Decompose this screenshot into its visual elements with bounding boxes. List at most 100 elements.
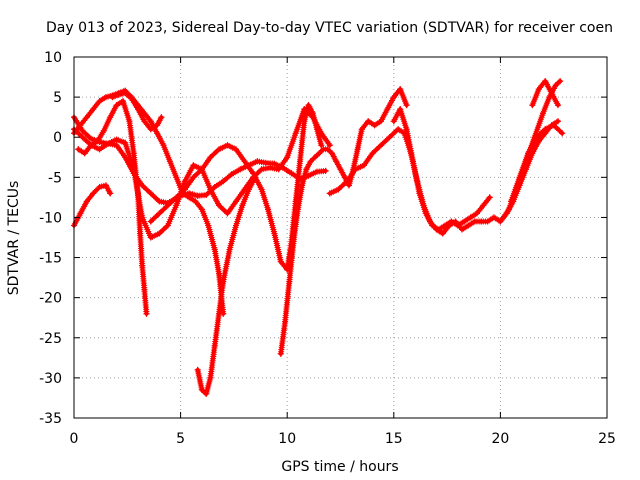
data-point — [326, 142, 333, 149]
data-point — [103, 94, 109, 101]
data-point — [198, 206, 205, 213]
data-point — [369, 150, 376, 157]
data-point — [294, 206, 301, 213]
data-point — [422, 210, 429, 217]
data-point — [158, 114, 165, 121]
data-point — [181, 178, 188, 185]
series-sat-c — [75, 98, 150, 317]
data-point — [473, 210, 480, 217]
data-point — [262, 159, 269, 166]
data-point — [233, 146, 239, 153]
data-point — [113, 142, 120, 149]
data-point — [329, 150, 335, 157]
data-point — [480, 202, 487, 209]
data-point — [305, 102, 312, 109]
data-point — [103, 182, 109, 189]
data-point — [378, 142, 384, 149]
data-point — [190, 174, 197, 181]
data-point — [326, 190, 333, 197]
data-point — [154, 130, 161, 137]
data-point — [371, 122, 378, 129]
data-point — [194, 366, 201, 373]
data-point — [491, 214, 497, 221]
data-point — [216, 270, 222, 277]
data-point — [555, 102, 561, 109]
data-point — [126, 118, 133, 125]
data-point — [358, 126, 365, 133]
data-point — [166, 158, 173, 165]
data-point — [83, 198, 90, 205]
data-point — [288, 170, 295, 177]
data-point — [410, 158, 416, 165]
data-point — [384, 106, 391, 113]
data-point — [286, 278, 293, 285]
data-point — [397, 106, 404, 113]
data-point — [83, 114, 90, 121]
data-point — [267, 164, 274, 171]
x-tick-label: 0 — [70, 431, 79, 447]
data-point — [471, 218, 478, 225]
y-tick-label: -25 — [39, 331, 62, 347]
data-point — [559, 130, 566, 137]
data-point — [173, 174, 180, 181]
data-point — [442, 222, 448, 229]
data-point — [484, 218, 491, 225]
data-point — [192, 198, 199, 205]
data-point — [96, 98, 103, 105]
data-point — [96, 146, 103, 153]
data-point — [250, 170, 257, 177]
data-point — [77, 210, 84, 217]
data-point — [542, 126, 549, 133]
y-tick-label: 5 — [53, 90, 62, 106]
data-point — [147, 126, 154, 133]
data-point — [546, 94, 553, 101]
data-point — [516, 174, 523, 181]
data-point — [324, 146, 331, 153]
data-point — [75, 146, 82, 153]
data-point — [115, 91, 122, 98]
data-point — [316, 150, 323, 157]
series-sat-l — [508, 122, 566, 205]
data-point — [533, 134, 540, 141]
data-point — [275, 166, 282, 173]
data-point — [156, 210, 163, 217]
data-point — [241, 158, 248, 165]
data-point — [100, 127, 107, 134]
data-point — [378, 118, 384, 125]
data-point — [224, 142, 231, 149]
data-point — [79, 134, 86, 141]
data-point — [220, 278, 227, 285]
data-point — [497, 218, 504, 225]
data-point — [314, 126, 320, 133]
data-point — [237, 166, 244, 173]
data-point — [309, 110, 316, 117]
data-point — [365, 118, 372, 125]
data-point — [147, 190, 154, 197]
data-point — [228, 171, 235, 178]
data-point — [352, 166, 359, 173]
data-point — [416, 190, 423, 197]
data-point — [322, 167, 329, 174]
y-tick-label: -30 — [39, 371, 62, 387]
data-point — [88, 135, 95, 142]
data-point — [105, 140, 112, 147]
data-point — [109, 94, 116, 101]
data-point — [303, 166, 310, 173]
series-sat-i — [390, 106, 493, 233]
data-point — [122, 139, 129, 146]
data-point — [135, 106, 141, 113]
data-point — [205, 222, 212, 229]
y-tick-label: -10 — [39, 210, 62, 226]
tick-layer: 0 5 10 15 20 25 -35 -30 -25 -20 -15 -10 -5 0 5 10 — [39, 50, 616, 447]
data-point — [107, 190, 114, 197]
data-point — [535, 86, 542, 93]
data-point — [233, 198, 239, 205]
chart-title: Day 013 of 2023, Sidereal Day-to-day VTE… — [46, 20, 613, 36]
data-point — [390, 118, 397, 125]
data-point — [386, 134, 393, 141]
data-point — [454, 222, 461, 229]
data-point — [508, 198, 515, 205]
data-point — [390, 94, 397, 101]
